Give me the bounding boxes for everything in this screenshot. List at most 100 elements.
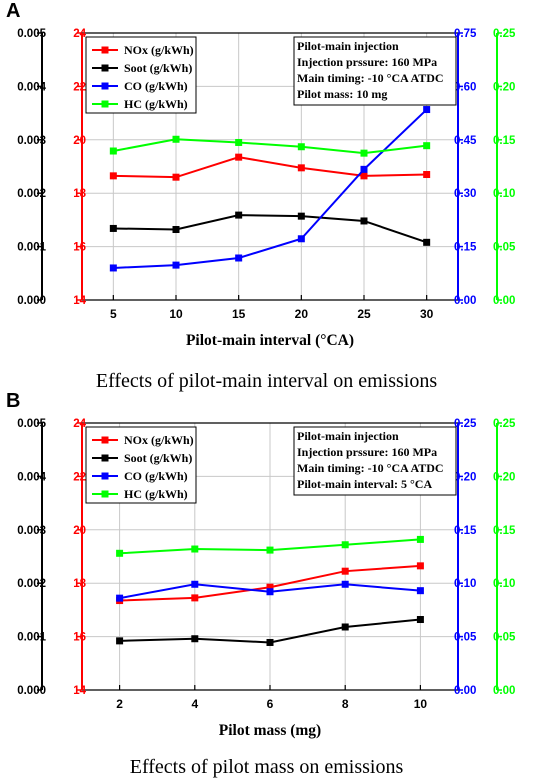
x-tick-label: 4 [191, 697, 198, 711]
legend-swatch-marker [101, 100, 109, 108]
series-line [113, 156, 427, 179]
data-point [416, 587, 424, 595]
data-point [116, 594, 124, 602]
panel-letter: B [6, 390, 21, 412]
data-point [191, 594, 199, 602]
x-tick-label: 25 [357, 307, 371, 321]
data-point [172, 226, 180, 234]
nox-tick-label: 20 [73, 135, 86, 147]
soot-tick-label: 0.002 [17, 188, 46, 200]
data-point [266, 546, 274, 554]
x-tick-label: 10 [169, 307, 183, 321]
x-tick-label: 5 [110, 307, 117, 321]
series-line [113, 214, 427, 244]
data-point [191, 545, 199, 553]
panel-b: B 0.000 0.001 0.002 0.003 0.004 0.005 14 16 18 20… [0, 390, 533, 780]
data-point [360, 172, 368, 180]
soot-tick-label: 0.005 [17, 28, 46, 40]
legend-swatch-marker [101, 472, 109, 480]
co-tick-label: 0.20 [454, 471, 476, 483]
panel-a: A 0.000 0.001 0.002 0.003 0.004 0.005 14 16 18 20… [6, 0, 516, 392]
data-point [109, 147, 117, 155]
data-point [423, 238, 431, 246]
data-point [191, 580, 199, 588]
data-point [297, 164, 305, 172]
data-point [266, 588, 274, 596]
info-box [293, 36, 457, 106]
chart-a: 0.0000.0010.0020.0030.0040.0051416182022… [17, 28, 516, 349]
data-point [235, 138, 243, 146]
soot-tick-label: 0.002 [17, 578, 46, 590]
nox-tick-label: 18 [73, 578, 86, 590]
series-line [113, 138, 427, 155]
hc-tick-label: 0.05 [493, 242, 516, 254]
data-point [116, 549, 124, 557]
co-tick-label: 0.45 [454, 135, 477, 147]
nox-tick-label: 24 [73, 418, 86, 430]
data-point [172, 173, 180, 181]
hc-tick-label: 0.00 [493, 685, 515, 697]
info-line: Pilot mass: 10 mg [297, 87, 387, 101]
data-point [172, 261, 180, 269]
hc-tick-label: 0.00 [493, 295, 515, 307]
chart-caption: Effects of pilot mass on emissions [129, 756, 404, 778]
soot-tick-label: 0.000 [17, 295, 46, 307]
info-line: Main timing: -10 °CA ATDC [297, 461, 444, 475]
series-line [113, 108, 428, 269]
co-tick-label: 0.15 [454, 525, 477, 537]
data-point [297, 235, 305, 243]
data-point [423, 171, 431, 179]
data-point [341, 623, 349, 631]
co-tick-label: 0.25 [454, 418, 477, 430]
hc-tick-label: 0.15 [493, 135, 516, 147]
data-point [297, 212, 305, 220]
co-tick-label: 0.30 [454, 188, 476, 200]
nox-tick-label: 22 [73, 81, 86, 93]
nox-tick-label: 14 [73, 685, 86, 697]
data-point [172, 135, 180, 143]
soot-tick-label: 0.001 [17, 632, 46, 644]
data-point [341, 567, 349, 575]
legend-label: HC (g/kWh) [124, 487, 188, 501]
nox-tick-label: 16 [73, 242, 86, 254]
nox-tick-label: 24 [73, 28, 86, 40]
data-point [360, 149, 368, 157]
data-point [109, 172, 117, 180]
info-box [293, 426, 457, 496]
data-point [416, 562, 424, 570]
info-line: Main timing: -10 °CA ATDC [297, 71, 444, 85]
nox-tick-label: 18 [73, 188, 86, 200]
legend-swatch-marker [101, 64, 109, 72]
hc-tick-label: 0.10 [493, 188, 515, 200]
co-tick-label: 0.60 [454, 81, 476, 93]
chart-b: 0.0000.0010.0020.0030.0040.0051416182022… [17, 418, 516, 739]
x-axis-title: Pilot mass (mg) [219, 722, 321, 739]
data-point [109, 224, 117, 232]
data-point [266, 583, 274, 591]
data-point [266, 638, 274, 646]
hc-tick-label: 0.20 [493, 471, 515, 483]
x-axis-title: Pilot-main interval (°CA) [186, 332, 354, 349]
hc-tick-label: 0.15 [493, 525, 516, 537]
data-point [116, 637, 124, 645]
soot-tick-label: 0.003 [17, 525, 46, 537]
legend-label: CO (g/kWh) [124, 469, 188, 483]
data-point [109, 264, 117, 272]
co-tick-label: 0.75 [454, 28, 477, 40]
hc-tick-label: 0.05 [493, 632, 516, 644]
soot-tick-label: 0.001 [17, 242, 46, 254]
legend-label: HC (g/kWh) [124, 97, 188, 111]
legend-label: Soot (g/kWh) [124, 451, 192, 465]
data-point [423, 106, 431, 114]
soot-tick-label: 0.004 [17, 81, 46, 93]
data-point [416, 616, 424, 624]
info-line: Pilot-main injection [297, 429, 399, 443]
x-tick-label: 20 [295, 307, 309, 321]
co-tick-label: 0.05 [454, 632, 477, 644]
co-tick-label: 0.10 [454, 578, 476, 590]
soot-tick-label: 0.003 [17, 135, 46, 147]
data-point [341, 580, 349, 588]
nox-tick-label: 20 [73, 525, 86, 537]
info-line: Pilot-main interval: 5 °CA [297, 477, 432, 491]
legend-label: NOx (g/kWh) [124, 433, 194, 447]
